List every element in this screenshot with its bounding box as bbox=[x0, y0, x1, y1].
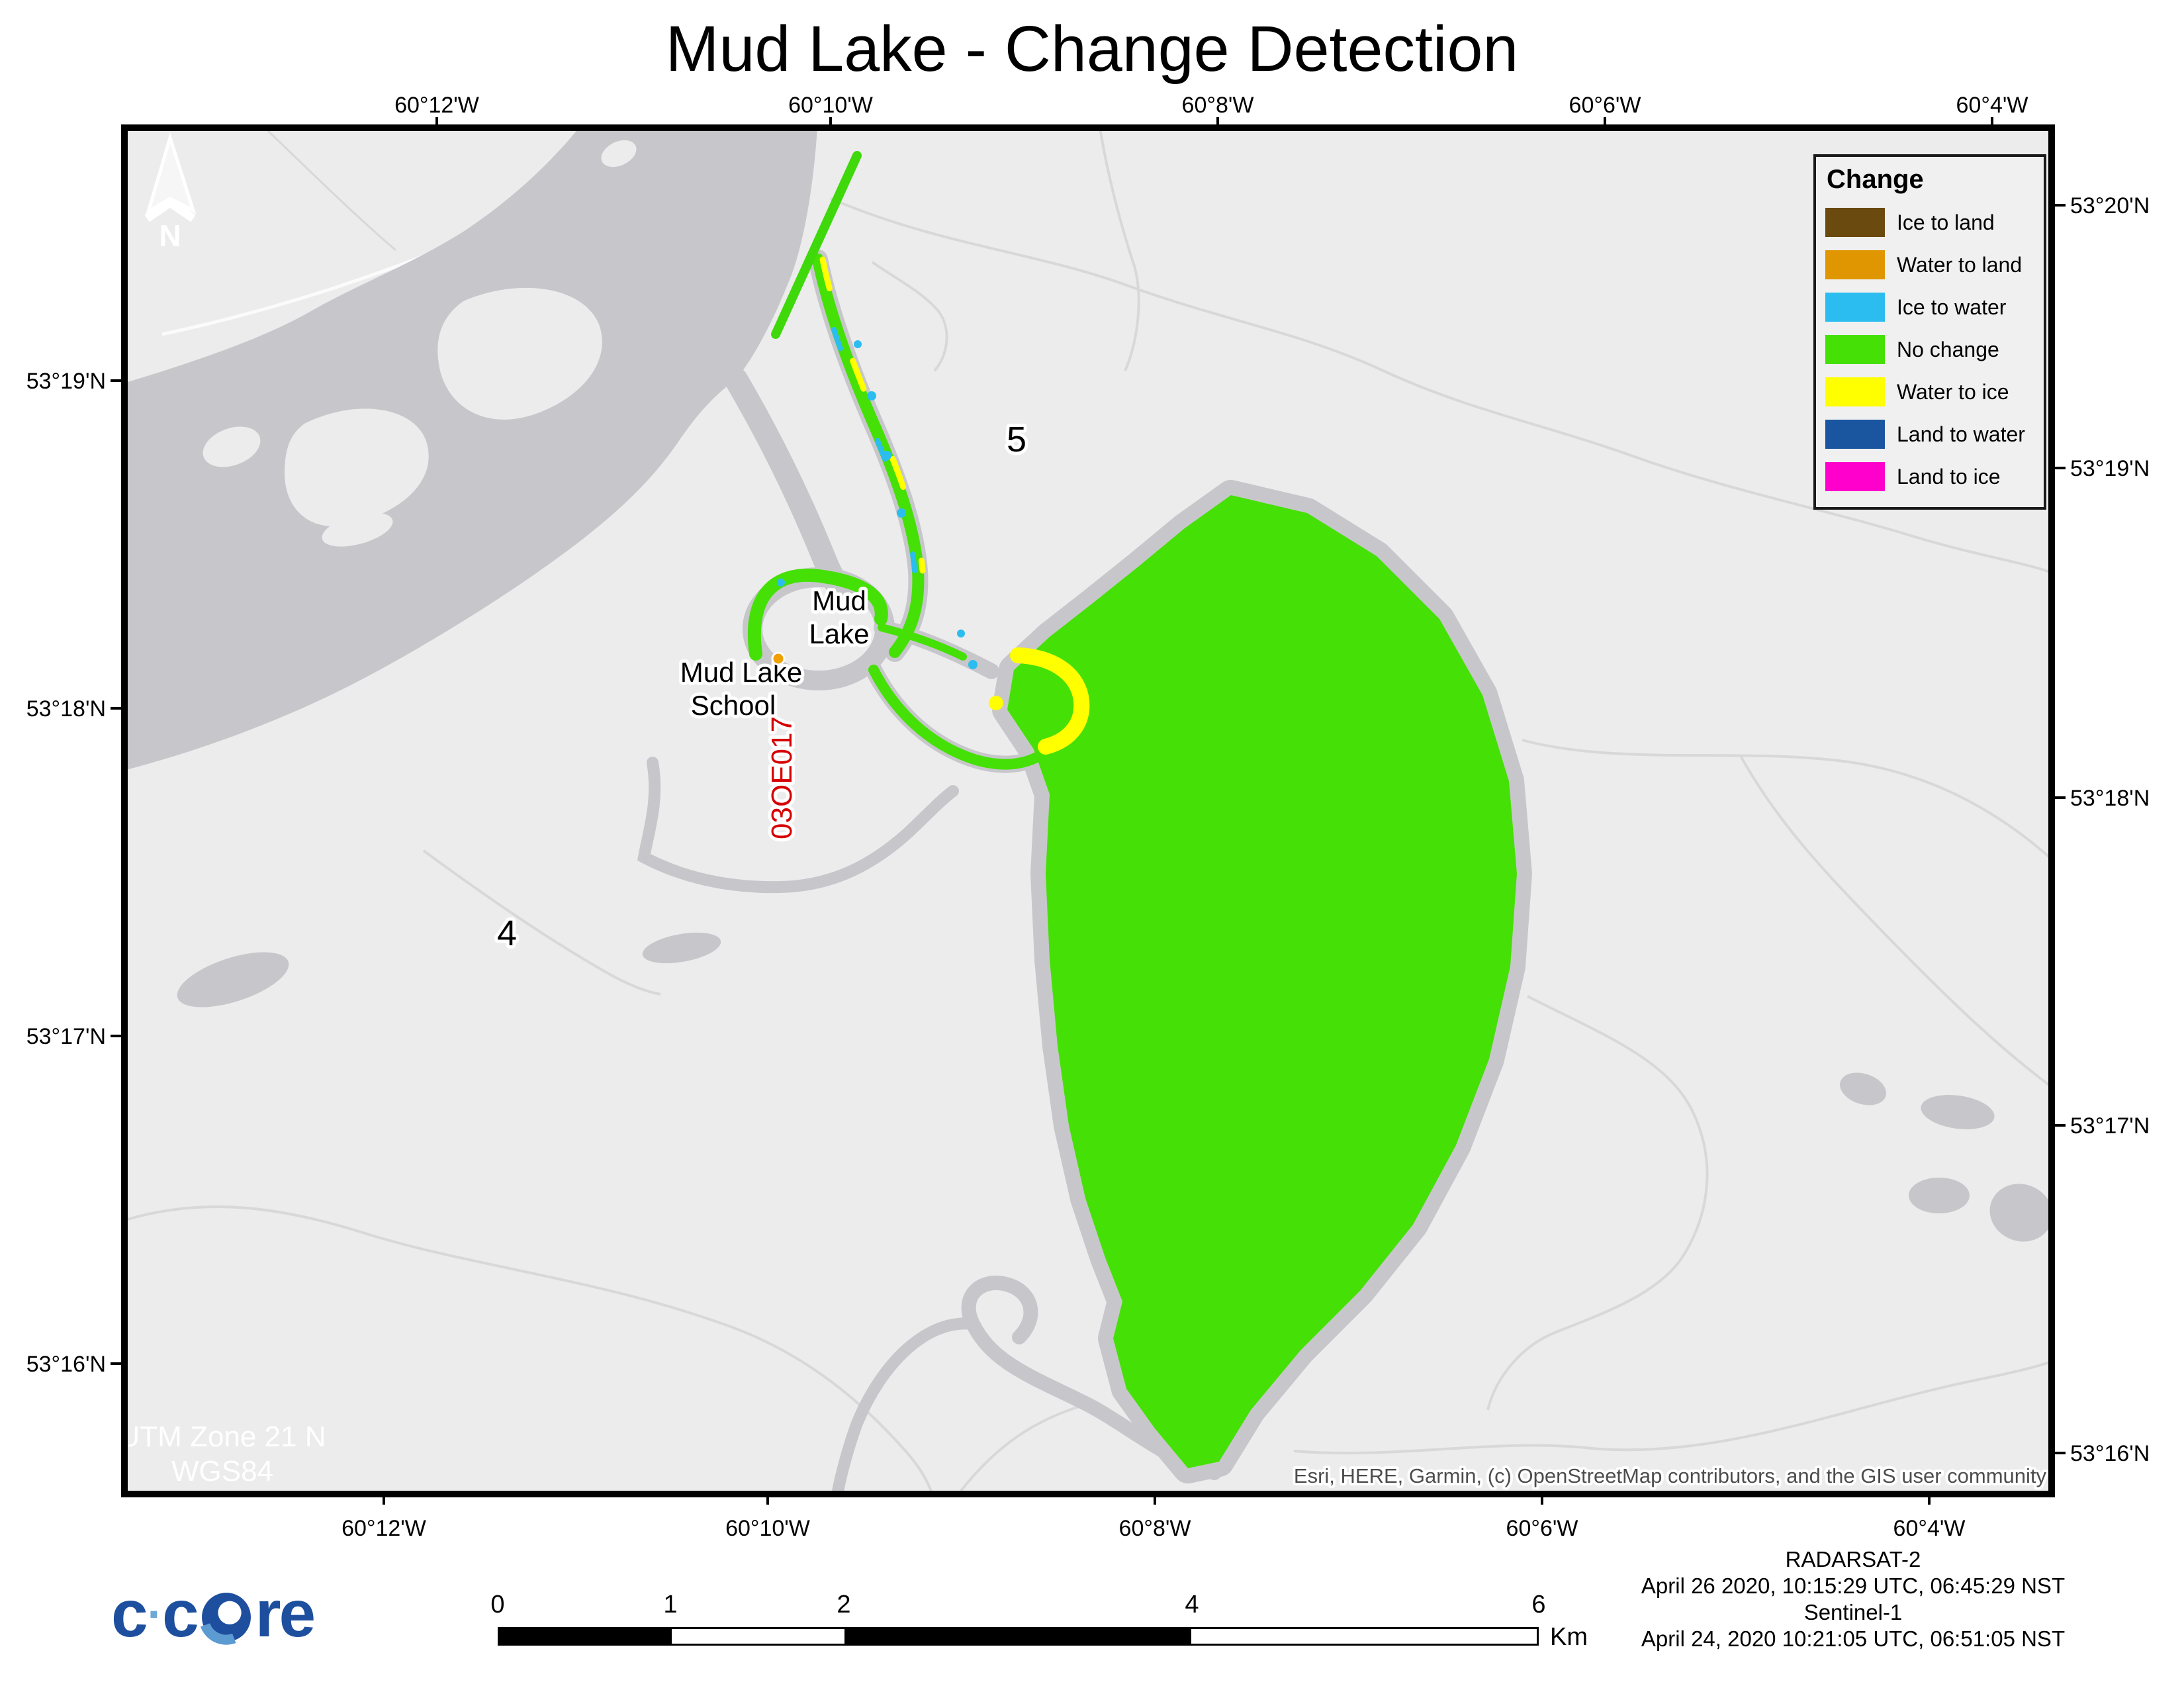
scalebar-segment bbox=[844, 1629, 1191, 1644]
scalebar-unit: Km bbox=[1550, 1623, 1588, 1651]
scalebar-tick: 0 bbox=[490, 1591, 505, 1618]
svg-text:53°18'N: 53°18'N bbox=[26, 696, 106, 722]
river-water bbox=[128, 131, 817, 770]
svg-text:53°17'N: 53°17'N bbox=[26, 1024, 106, 1049]
satellite-line: April 24, 2020 10:21:05 UTC, 06:51:05 NS… bbox=[1641, 1626, 2066, 1651]
scalebar bbox=[498, 1627, 1539, 1646]
satellite-line: RADARSAT-2 bbox=[1785, 1547, 1921, 1571]
map-labels: Mud Lake Mud Lake School 03OE017 5 4 UTM… bbox=[119, 416, 2048, 1490]
svg-text:60°8'W: 60°8'W bbox=[1182, 93, 1254, 118]
zone-number-west: 4 bbox=[497, 914, 517, 953]
legend-item: Land to water bbox=[1825, 413, 2044, 455]
logo-dot: · bbox=[147, 1588, 163, 1640]
legend-item: Water to ice bbox=[1825, 371, 2044, 413]
river-islands bbox=[203, 140, 637, 547]
satellite-info: RADARSAT-2 April 26 2020, 10:15:29 UTC, … bbox=[1615, 1546, 2091, 1652]
legend: Change Ice to land Water to land Ice to … bbox=[1813, 154, 2046, 510]
satellite-line: Sentinel-1 bbox=[1803, 1600, 1903, 1624]
legend-item: Ice to land bbox=[1825, 201, 2044, 244]
svg-text:60°10'W: 60°10'W bbox=[788, 93, 873, 118]
graticule-ticks bbox=[111, 117, 2066, 1505]
axis-label: 60°12'W bbox=[394, 93, 479, 118]
legend-swatch bbox=[1825, 377, 1885, 406]
svg-text:60°4'W: 60°4'W bbox=[1893, 1516, 1966, 1541]
svg-text:WGS84: WGS84 bbox=[171, 1455, 273, 1487]
scalebar-segment bbox=[1191, 1629, 1537, 1644]
svg-text:53°17'N: 53°17'N bbox=[2070, 1113, 2150, 1139]
svg-text:60°10'W: 60°10'W bbox=[725, 1516, 810, 1541]
lake-label: Mud bbox=[812, 585, 866, 616]
legend-item: Ice to water bbox=[1825, 286, 2044, 328]
logo-swirl-o-icon bbox=[200, 1593, 251, 1645]
svg-text:Lake: Lake bbox=[809, 618, 869, 649]
legend-swatch bbox=[1825, 208, 1885, 237]
legend-swatch bbox=[1825, 420, 1885, 449]
school-point bbox=[771, 651, 786, 666]
svg-text:60°12'W: 60°12'W bbox=[341, 1516, 426, 1541]
svg-text:60°4'W: 60°4'W bbox=[1956, 93, 2028, 118]
legend-swatch bbox=[1825, 462, 1885, 491]
zone-number-east: 5 bbox=[1007, 420, 1026, 459]
legend-swatch bbox=[1825, 335, 1885, 364]
trail-lines bbox=[128, 131, 2048, 1491]
svg-text:53°16'N: 53°16'N bbox=[26, 1352, 106, 1377]
attribution: Esri, HERE, Garmin, (c) OpenStreetMap co… bbox=[1294, 1464, 2047, 1487]
map-layers: N Mud Lake Mud Lake School 03OE017 5 4 U… bbox=[119, 131, 2048, 1491]
svg-text:53°18'N: 53°18'N bbox=[2070, 786, 2150, 811]
scalebar-tick: 6 bbox=[1531, 1591, 1546, 1618]
svg-text:53°19'N: 53°19'N bbox=[2070, 456, 2150, 481]
graticule-labels: 60°12'W 60°10'W 60°8'W 60°6'W 60°4'W 60°… bbox=[26, 93, 2150, 1541]
north-letter: N bbox=[159, 218, 181, 253]
scalebar-segment bbox=[500, 1629, 672, 1644]
legend-item: Land to ice bbox=[1825, 455, 2044, 498]
page-title: Mud Lake - Change Detection bbox=[665, 13, 1519, 85]
scalebar-tick: 4 bbox=[1185, 1591, 1199, 1618]
north-arrow-icon: N bbox=[144, 132, 197, 253]
scalebar-segment bbox=[672, 1629, 844, 1644]
map-frame bbox=[121, 124, 2055, 1497]
svg-text:School: School bbox=[691, 690, 776, 721]
transect-line bbox=[771, 151, 862, 339]
big-lake bbox=[992, 480, 1532, 1483]
svg-text:60°6'W: 60°6'W bbox=[1506, 1516, 1578, 1541]
svg-text:60°6'W: 60°6'W bbox=[1569, 93, 1641, 118]
projection-label: UTM Zone 21 N bbox=[119, 1421, 326, 1453]
satellite-line: April 26 2020, 10:15:29 UTC, 06:45:29 NS… bbox=[1641, 1573, 2066, 1598]
change-ribbon bbox=[747, 254, 1090, 770]
legend-swatch bbox=[1825, 250, 1885, 279]
ponds bbox=[177, 932, 2048, 1242]
legend-title: Change bbox=[1827, 165, 1924, 194]
scalebar-tick: 1 bbox=[663, 1591, 678, 1618]
legend-swatch bbox=[1825, 293, 1885, 322]
svg-text:53°19'N: 53°19'N bbox=[26, 369, 106, 394]
scalebar-tick: 2 bbox=[837, 1591, 851, 1618]
svg-text:53°16'N: 53°16'N bbox=[2070, 1441, 2150, 1466]
svg-text:53°20'N: 53°20'N bbox=[2070, 193, 2150, 218]
legend-item: Water to land bbox=[1825, 244, 2044, 286]
svg-text:60°8'W: 60°8'W bbox=[1119, 1516, 1191, 1541]
c-core-logo: c · c re bbox=[111, 1577, 316, 1651]
site-code-label: 03OE017 bbox=[766, 716, 798, 839]
ice-to-water-specks bbox=[777, 340, 978, 669]
legend-item: No change bbox=[1825, 328, 2044, 371]
